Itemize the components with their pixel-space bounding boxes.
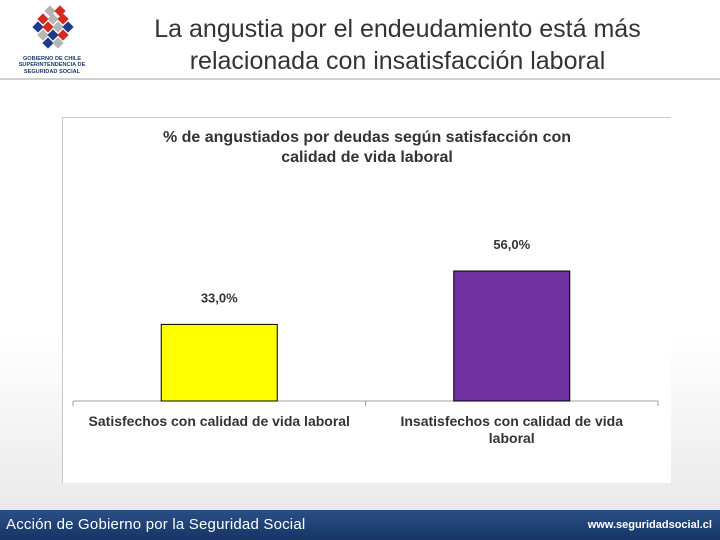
emblem-tile bbox=[42, 21, 54, 33]
footer-slogan: Acción de Gobierno por la Seguridad Soci… bbox=[6, 516, 306, 533]
category-label-2-line-1: Insatisfechos con calidad de vida bbox=[400, 413, 623, 429]
slide-title: La angustia por el endeudamiento está má… bbox=[105, 13, 690, 77]
emblem-tile bbox=[52, 37, 64, 49]
bar-chart: % de angustiados por deudas según satisf… bbox=[62, 117, 671, 483]
slide-title-line-2: relacionada con insatisfacción laboral bbox=[189, 47, 606, 75]
footer-website-link[interactable]: www.seguridadsocial.cl bbox=[587, 519, 712, 531]
bar-2 bbox=[453, 270, 571, 402]
bar-value-label-2: 56,0% bbox=[493, 237, 530, 252]
emblem-tile bbox=[32, 21, 44, 33]
emblem-tile bbox=[37, 13, 49, 25]
logo-line-3: SEGURIDAD SOCIAL bbox=[23, 68, 81, 75]
bar-1 bbox=[160, 323, 278, 402]
title-divider bbox=[0, 78, 720, 80]
emblem-tile bbox=[52, 21, 64, 33]
chart-title: % de angustiados por deudas según satisf… bbox=[63, 128, 671, 168]
logo-line-1: GOBIERNO DE CHILE bbox=[22, 56, 82, 62]
government-logo: GOBIERNO DE CHILE SUPERINTENDENCIA DE SE… bbox=[12, 5, 92, 80]
chart-title-line-1: % de angustiados por deudas según satisf… bbox=[162, 129, 572, 146]
chart-plot-area: 33,0% Satisfechos con calidad de vida lab… bbox=[72, 237, 659, 446]
emblem-tile bbox=[47, 29, 59, 41]
logo-caption: GOBIERNO DE CHILE SUPERINTENDENCIA DE SE… bbox=[12, 56, 92, 75]
footer-bar: Acción de Gobierno por la Seguridad Soci… bbox=[0, 510, 720, 540]
bar-value-label-1: 33,0% bbox=[201, 290, 238, 305]
emblem-tile bbox=[47, 13, 59, 25]
category-label-1-line-1: Satisfechos con calidad de vida laboral bbox=[89, 413, 350, 429]
slide-title-line-1: La angustia por el endeudamiento está má… bbox=[154, 15, 641, 43]
logo-line-2: SUPERINTENDENCIA DE bbox=[18, 62, 86, 69]
emblem-tile bbox=[42, 37, 54, 49]
hex-emblem-icon bbox=[32, 5, 74, 49]
category-label-2-line-2: laboral bbox=[489, 430, 535, 446]
chart-title-line-2: calidad de vida laboral bbox=[281, 149, 453, 166]
emblem-tile bbox=[37, 29, 49, 41]
